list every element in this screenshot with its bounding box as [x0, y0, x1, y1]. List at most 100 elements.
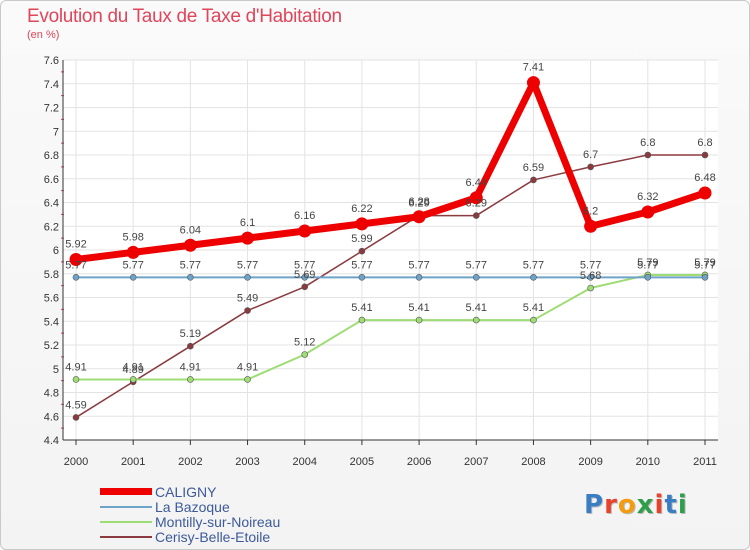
data-label: 5.49 — [237, 293, 258, 305]
y-tick-label: 4.8 — [44, 388, 59, 400]
logo-letter: r — [604, 490, 618, 520]
data-label: 6.7 — [583, 149, 598, 161]
logo-letter: i — [677, 490, 688, 520]
x-tick-label: 2009 — [578, 456, 602, 468]
y-tick-label: 5.4 — [44, 316, 59, 328]
legend-swatch — [100, 535, 152, 538]
chart-subtitle: (en %) — [27, 29, 60, 41]
data-point — [187, 274, 194, 281]
data-point — [530, 274, 537, 281]
data-label: 5.98 — [122, 231, 143, 243]
legend-label: Montilly-sur-Noireau — [155, 513, 281, 530]
data-label: 5.77 — [580, 259, 601, 271]
data-label: 6.29 — [408, 198, 429, 210]
data-point — [472, 212, 480, 219]
data-label: 5.77 — [122, 259, 143, 271]
y-tick-label: 7.2 — [44, 103, 59, 115]
series-line-cerisy-belle-etoile — [75, 154, 706, 419]
data-label: 4.91 — [122, 361, 143, 373]
data-point — [587, 274, 594, 281]
legend-label: CALIGNY — [155, 483, 217, 500]
x-tick-label: 2008 — [521, 456, 545, 468]
data-point — [72, 376, 80, 383]
data-point — [301, 274, 309, 281]
data-label: 5.77 — [180, 259, 201, 271]
y-tick-label: 6.2 — [44, 221, 59, 233]
data-point — [584, 219, 598, 233]
data-label: 6.48 — [694, 172, 715, 184]
y-tick-label: 7.4 — [44, 79, 59, 91]
data-point — [244, 307, 251, 314]
x-tick-label: 2006 — [407, 456, 431, 468]
data-point — [358, 274, 366, 281]
data-label: 4.91 — [180, 361, 201, 373]
y-tick-label: 5.2 — [44, 340, 59, 352]
data-point — [126, 245, 140, 259]
data-point — [129, 274, 137, 281]
legend-swatch — [100, 520, 152, 523]
x-tick-label: 2002 — [178, 456, 202, 468]
y-tick-label: 4.4 — [44, 435, 59, 447]
data-point — [587, 163, 594, 171]
data-point — [701, 151, 709, 159]
x-tick-label: 2000 — [64, 456, 88, 468]
data-label: 6.8 — [697, 137, 712, 149]
data-label: 6.04 — [180, 224, 201, 236]
data-label: 5.77 — [694, 259, 715, 271]
data-point — [644, 274, 652, 281]
legend-swatch — [100, 505, 152, 508]
data-label: 5.77 — [237, 259, 258, 271]
series-layer — [69, 76, 712, 421]
data-point — [530, 316, 537, 324]
data-point — [298, 224, 312, 238]
data-label: 5.12 — [294, 337, 315, 349]
y-tick-label: 4.6 — [44, 411, 59, 423]
y-tick-label: 5 — [53, 364, 59, 376]
data-point — [472, 274, 480, 281]
y-tick-label: 6.4 — [44, 198, 59, 210]
data-label: 5.69 — [294, 269, 315, 281]
data-point — [301, 283, 309, 291]
data-point — [412, 210, 426, 224]
data-label: 6.1 — [240, 217, 255, 229]
data-point — [244, 376, 251, 383]
data-point — [358, 247, 366, 255]
data-label: 4.91 — [65, 361, 86, 373]
y-tick-label: 6.6 — [44, 174, 59, 186]
legend-swatch — [100, 488, 152, 495]
data-label: 5.77 — [523, 259, 544, 271]
data-point — [701, 274, 709, 281]
chart-title: Evolution du Taux de Taxe d'Habitation — [27, 6, 342, 27]
data-point — [183, 238, 197, 252]
axis-layer: 4.4 4.6 4.8 5 5.2 5.4 5.6 5.8 6 6.2 6.4 6.6 6.8 7 7.2 7… — [44, 55, 718, 468]
legend-item: Montilly-sur-Noireau — [100, 513, 281, 530]
legend-item: Cerisy-Belle-Etoile — [100, 529, 280, 545]
data-label: 7.41 — [523, 62, 544, 74]
data-point — [644, 151, 652, 159]
data-label: 5.92 — [65, 239, 86, 251]
data-label: 6.29 — [466, 198, 487, 210]
data-point — [355, 217, 369, 231]
y-tick-label: 5.6 — [44, 293, 59, 305]
data-label: 6.28 — [408, 196, 429, 208]
legend-label: La Bazoque — [155, 498, 230, 515]
data-point — [244, 274, 251, 281]
data-point — [469, 191, 483, 205]
x-tick-label: 2010 — [636, 456, 660, 468]
data-label: 5.41 — [351, 302, 372, 314]
data-point — [129, 376, 137, 383]
y-tick-label: 7 — [53, 126, 59, 138]
data-point — [72, 414, 80, 421]
x-tick-label: 2005 — [350, 456, 374, 468]
y-tick-label: 6 — [53, 245, 59, 257]
logo-letter: P — [584, 490, 605, 520]
legend: CALIGNY La Bazoque Montilly-sur-Noireau Cer… — [100, 483, 281, 545]
grid-layer — [63, 59, 718, 441]
series-line-montilly-sur-noireau — [75, 273, 706, 381]
y-tick-label: 5.8 — [44, 269, 59, 281]
data-label: 5.77 — [65, 259, 86, 271]
data-label: 6.32 — [637, 191, 658, 203]
legend-item: La Bazoque — [100, 498, 280, 515]
data-label: 5.77 — [466, 259, 487, 271]
